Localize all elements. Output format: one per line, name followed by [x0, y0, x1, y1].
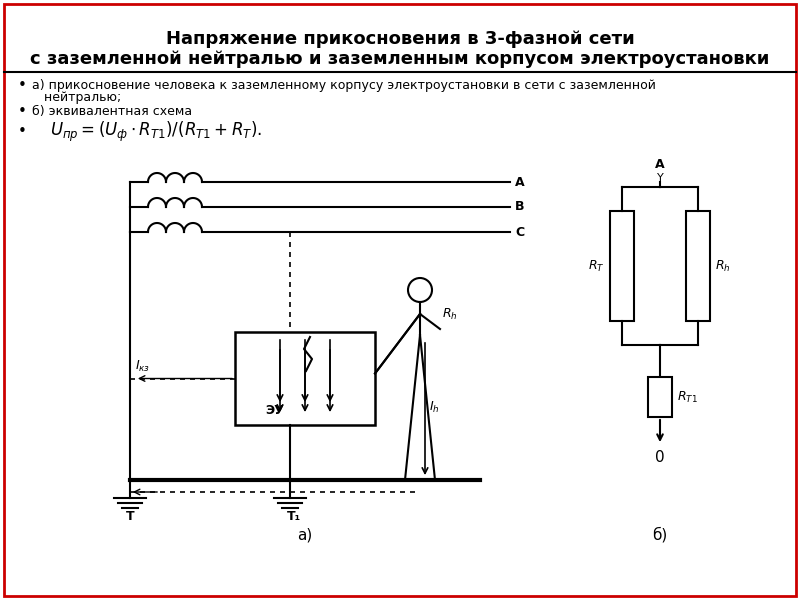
Text: $I_{h}$: $I_{h}$ [429, 400, 440, 415]
Text: •: • [18, 104, 27, 119]
Text: С: С [515, 226, 524, 238]
Text: $R_T$: $R_T$ [588, 259, 605, 274]
Text: В: В [515, 200, 525, 214]
Text: Т: Т [126, 511, 134, 523]
Text: а): а) [298, 527, 313, 542]
Text: а) прикосновение человека к заземленному корпусу электроустановки в сети с зазем: а) прикосновение человека к заземленному… [32, 79, 656, 92]
Text: А: А [515, 175, 525, 188]
Text: Y: Y [657, 173, 663, 183]
Text: $I_{кз}$: $I_{кз}$ [135, 359, 150, 374]
Text: $R_h$: $R_h$ [715, 259, 730, 274]
Text: ЭУ: ЭУ [266, 403, 284, 416]
Text: 0: 0 [655, 449, 665, 464]
Bar [686, 211, 710, 321]
Text: •: • [18, 79, 27, 94]
Bar [648, 377, 672, 417]
Text: •: • [18, 124, 27, 139]
Text: $U_{пр} = (U_{ф} \cdot R_{T1}) / (R_{T1} + R_{T}).$: $U_{пр} = (U_{ф} \cdot R_{T1}) / (R_{T1}… [50, 120, 262, 144]
Text: А: А [655, 158, 665, 172]
Text: $R_{h}$: $R_{h}$ [442, 307, 458, 322]
Text: с заземленной нейтралью и заземленным корпусом электроустановки: с заземленной нейтралью и заземленным ко… [30, 50, 770, 68]
Text: б): б) [652, 527, 668, 543]
Text: б) эквивалентная схема: б) эквивалентная схема [32, 106, 192, 118]
Text: нейтралью;: нейтралью; [32, 91, 122, 104]
Text: Напряжение прикосновения в 3-фазной сети: Напряжение прикосновения в 3-фазной сети [166, 30, 634, 48]
Text: $R_{T1}$: $R_{T1}$ [677, 389, 698, 404]
Text: Т₁: Т₁ [287, 511, 301, 523]
Bar [610, 211, 634, 321]
Bar [235, 332, 375, 425]
